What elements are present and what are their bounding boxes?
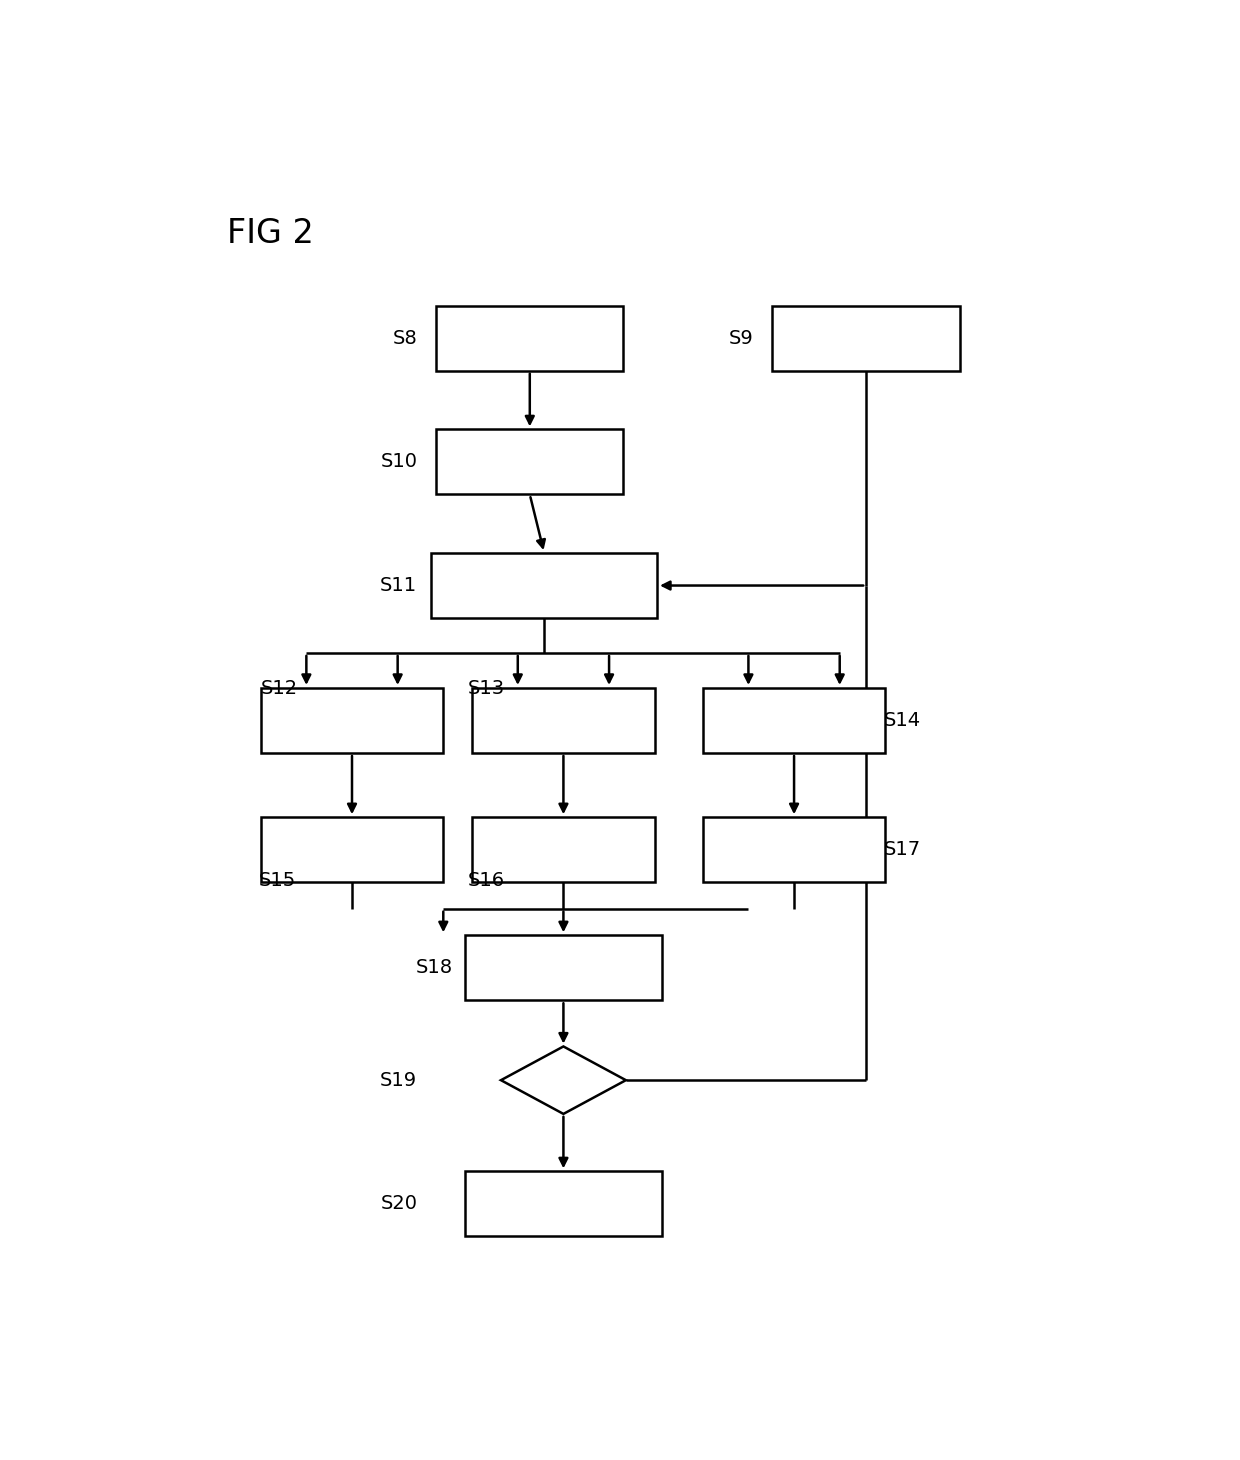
- Bar: [432, 553, 657, 618]
- Text: S17: S17: [883, 839, 920, 860]
- Text: S11: S11: [381, 577, 418, 596]
- Bar: [260, 818, 444, 882]
- Text: S9: S9: [729, 328, 754, 347]
- Text: S13: S13: [467, 679, 505, 698]
- Text: S20: S20: [381, 1194, 418, 1213]
- Bar: [260, 688, 444, 753]
- Text: S14: S14: [883, 711, 920, 730]
- Text: FIG 2: FIG 2: [227, 216, 314, 250]
- Polygon shape: [501, 1047, 626, 1114]
- Bar: [436, 429, 624, 495]
- Bar: [703, 818, 885, 882]
- Text: S19: S19: [381, 1070, 418, 1089]
- Text: S12: S12: [260, 679, 298, 698]
- Text: S8: S8: [393, 328, 418, 347]
- Text: S10: S10: [381, 453, 418, 472]
- Bar: [436, 305, 624, 371]
- Bar: [465, 1171, 662, 1237]
- Bar: [472, 818, 655, 882]
- Bar: [773, 305, 960, 371]
- Text: S15: S15: [259, 870, 296, 889]
- Bar: [472, 688, 655, 753]
- Bar: [703, 688, 885, 753]
- Text: S16: S16: [467, 870, 505, 889]
- Bar: [465, 936, 662, 1000]
- Text: S18: S18: [415, 958, 453, 977]
